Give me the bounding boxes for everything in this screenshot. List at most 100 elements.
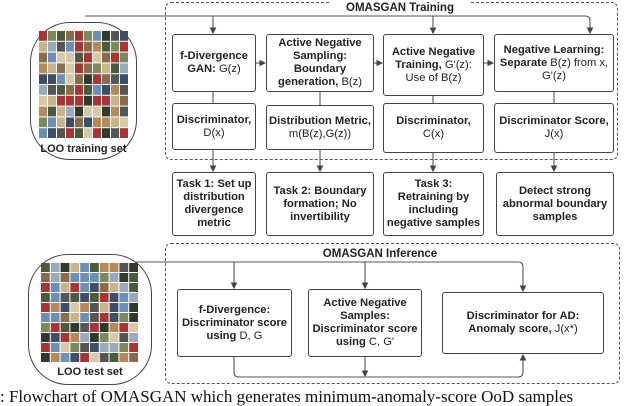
thumbnail [102, 106, 110, 117]
thumbnail [102, 31, 110, 41]
thumbnail [84, 95, 92, 106]
thumbnail [70, 343, 80, 352]
thumbnail [39, 117, 47, 128]
thumbnail [75, 85, 83, 95]
thumbnail [93, 85, 101, 95]
thumbnail [111, 85, 119, 95]
thumbnail [109, 323, 119, 332]
thumbnail [111, 74, 119, 84]
thumbnail [70, 293, 80, 302]
active-negative-score-box: Active Negative Samples: Discriminator s… [308, 289, 422, 357]
thumbnail [60, 293, 70, 302]
thumbnail [70, 313, 80, 322]
thumbnail [84, 85, 92, 95]
thumbnail [60, 263, 70, 272]
thumbnail [57, 74, 65, 84]
thumbnail [60, 353, 70, 362]
training-image-grid [39, 31, 128, 138]
thumbnail [119, 273, 129, 282]
test-image-grid [41, 263, 138, 362]
thumbnail [120, 31, 128, 41]
anomaly-score-box: Discriminator for AD: Anomaly score, J(x… [442, 292, 604, 354]
test-set-label: LOO test set [57, 366, 123, 378]
thumbnail [75, 106, 83, 117]
thumbnail [84, 41, 92, 52]
thumbnail [93, 52, 101, 63]
thumbnail [39, 31, 47, 41]
thumbnail [109, 313, 119, 322]
thumbnail [119, 323, 129, 332]
thumbnail [111, 41, 119, 52]
thumbnail [129, 333, 138, 342]
thumbnail [57, 117, 65, 128]
thumbnail [70, 263, 80, 272]
thumbnail [111, 52, 119, 63]
thumbnail [90, 313, 99, 322]
thumbnail [119, 343, 129, 352]
thumbnail [129, 313, 138, 322]
thumbnail [119, 293, 129, 302]
thumbnail [90, 343, 99, 352]
thumbnail [75, 63, 83, 74]
test-input-line [85, 261, 527, 293]
thumbnail [99, 263, 109, 272]
thumbnail [80, 343, 89, 352]
thumbnail [57, 31, 65, 41]
thumbnail [66, 63, 74, 74]
thumbnail [48, 31, 56, 41]
thumbnail [99, 293, 109, 302]
thumbnail [41, 353, 50, 362]
thumbnail [75, 31, 83, 41]
thumbnail [99, 343, 109, 352]
thumbnail [57, 63, 65, 74]
thumbnail [48, 106, 56, 117]
thumbnail [119, 303, 129, 312]
thumbnail [41, 273, 50, 282]
thumbnail [129, 263, 138, 272]
thumbnail [48, 95, 56, 106]
thumbnail [99, 303, 109, 312]
thumbnail [120, 95, 128, 106]
thumbnail [111, 106, 119, 117]
detect-boundary-box: Detect strong abnormal boundary samples [496, 172, 614, 236]
thumbnail [102, 85, 110, 95]
thumbnail [66, 74, 74, 84]
thumbnail [60, 323, 70, 332]
thumbnail [129, 343, 138, 352]
thumbnail [84, 63, 92, 74]
discriminator-d-box: Discriminator, D(x) [172, 103, 256, 150]
thumbnail [80, 353, 89, 362]
discriminator-score-box: Discriminator Score, J(x) [494, 103, 614, 153]
thumbnail [99, 313, 109, 322]
thumbnail [48, 63, 56, 74]
thumbnail [50, 273, 60, 282]
thumbnail [119, 313, 129, 322]
task-2-box: Task 2: Boundary formation; No invertibi… [266, 172, 374, 236]
thumbnail [48, 74, 56, 84]
thumbnail [84, 52, 92, 63]
thumbnail [99, 283, 109, 292]
thumbnail [90, 333, 99, 342]
thumbnail [60, 273, 70, 282]
thumbnail [102, 95, 110, 106]
thumbnail [120, 128, 128, 138]
thumbnail [39, 106, 47, 117]
thumbnail [119, 263, 129, 272]
thumbnail [102, 63, 110, 74]
thumbnail [66, 41, 74, 52]
thumbnail [120, 41, 128, 52]
thumbnail [129, 303, 138, 312]
thumbnail [93, 31, 101, 41]
thumbnail [48, 128, 56, 138]
thumbnail [75, 95, 83, 106]
thumbnail [66, 85, 74, 95]
figure-caption: : Flowchart of OMASGAN which generates m… [0, 387, 574, 406]
thumbnail [60, 333, 70, 342]
thumbnail [90, 353, 99, 362]
thumbnail [48, 85, 56, 95]
thumbnail [80, 313, 89, 322]
thumbnail [66, 106, 74, 117]
thumbnail [119, 283, 129, 292]
thumbnail [120, 74, 128, 84]
thumbnail [70, 283, 80, 292]
